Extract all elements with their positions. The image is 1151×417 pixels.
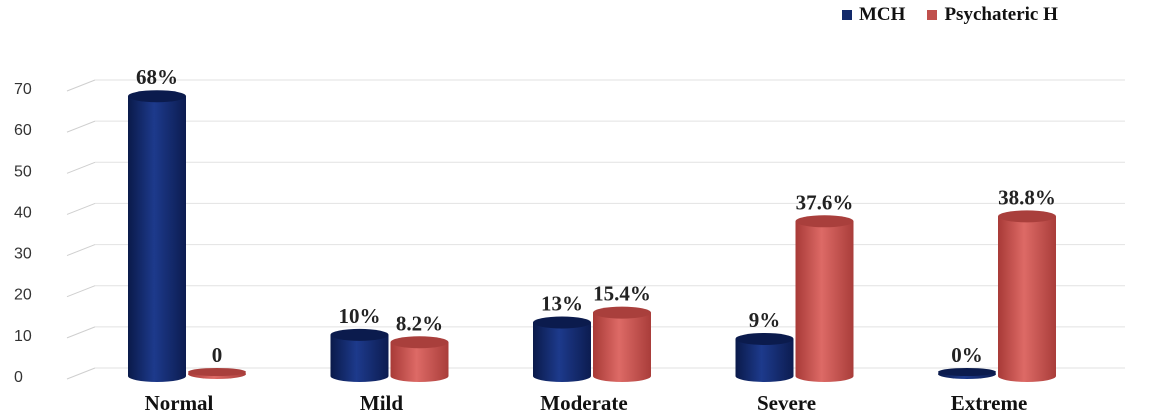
data-label: 10%: [339, 304, 381, 328]
legend-label-psychateric-h: Psychateric H: [944, 4, 1058, 25]
bar: [795, 215, 854, 382]
y-tick-label: 70: [14, 81, 32, 98]
legend: MCH Psychateric H: [842, 4, 1058, 26]
data-label: 68%: [136, 65, 178, 89]
bar: [735, 332, 794, 382]
bar: [330, 328, 389, 382]
data-label: 15.4%: [593, 282, 651, 306]
gridline: [66, 120, 1125, 133]
data-label: 38.8%: [998, 185, 1056, 209]
gridline: [66, 202, 1125, 215]
y-tick-label: 50: [14, 163, 32, 180]
bar: [533, 316, 591, 382]
data-label: 13%: [541, 292, 583, 316]
legend-swatch-mch: [842, 10, 852, 20]
y-tick-label: 0: [14, 369, 23, 386]
data-label: 8.2%: [396, 311, 443, 335]
y-tick-label: 40: [14, 204, 32, 221]
y-tick-label: 20: [14, 287, 32, 304]
gridline: [66, 244, 1125, 257]
bar: [938, 368, 996, 379]
legend-item-mch: MCH: [842, 4, 905, 26]
legend-swatch-psychateric-h: [927, 10, 938, 20]
category-label: Severe: [757, 391, 816, 412]
y-tick-label: 60: [14, 122, 32, 139]
bar: [593, 306, 651, 382]
bar: [390, 336, 449, 382]
gridline: [66, 79, 1125, 92]
bar: [128, 90, 186, 382]
legend-item-psychateric-h: Psychateric H: [927, 4, 1058, 26]
y-tick-label: 10: [14, 328, 32, 345]
category-label: Mild: [360, 391, 403, 412]
y-tick-label: 30: [14, 246, 32, 263]
legend-label-mch: MCH: [859, 4, 906, 25]
gridline: [66, 161, 1125, 174]
data-label: 0: [212, 343, 223, 367]
category-label: Normal: [145, 391, 214, 412]
data-label: 9%: [749, 308, 781, 332]
data-label: 0%: [951, 343, 983, 367]
category-label: Moderate: [540, 391, 627, 412]
category-label: Extreme: [951, 391, 1028, 412]
data-label: 37.6%: [796, 190, 854, 214]
bar: [188, 368, 246, 379]
bar: [998, 210, 1056, 382]
gridline: [66, 285, 1125, 298]
